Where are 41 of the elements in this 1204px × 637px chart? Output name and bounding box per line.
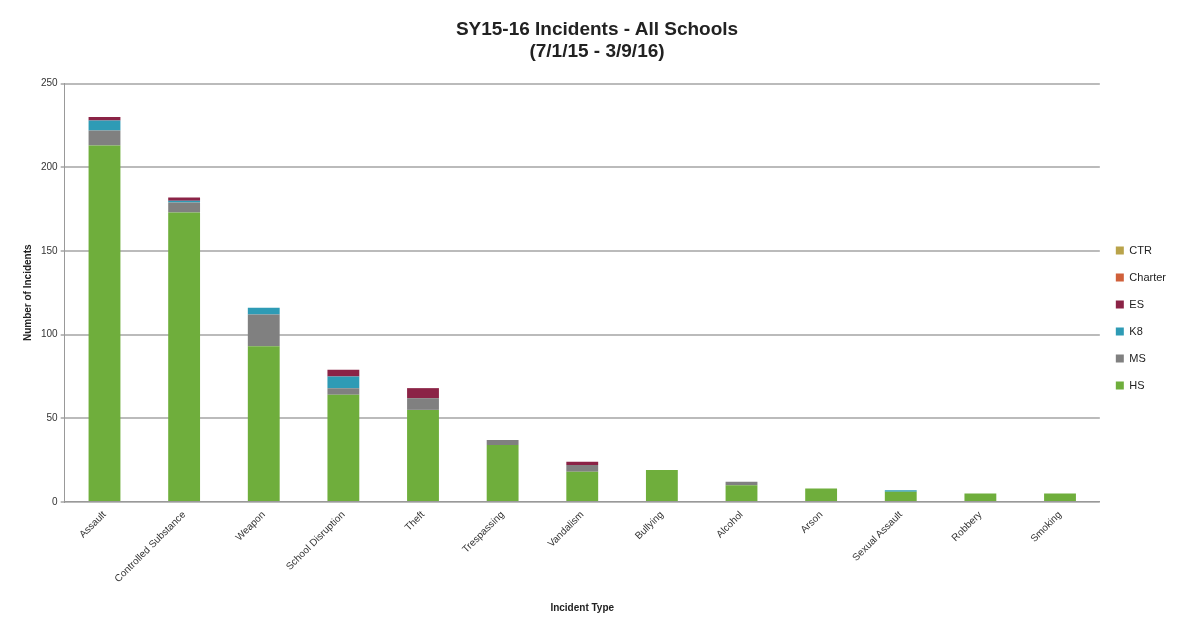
legend-label: Charter <box>1129 270 1167 283</box>
bar <box>884 491 917 501</box>
bar <box>88 130 121 146</box>
bar <box>407 388 439 399</box>
bar <box>725 485 758 501</box>
bar <box>566 471 599 501</box>
bar <box>327 388 360 395</box>
bar <box>247 346 280 501</box>
legend-label: CTR <box>1129 243 1152 256</box>
y-tick-label: 100 <box>41 328 59 340</box>
bar <box>247 307 280 315</box>
y-tick-label: 50 <box>46 411 59 423</box>
legend-label: HS <box>1129 378 1145 391</box>
bar <box>805 488 838 501</box>
legend-label: K8 <box>1129 324 1143 337</box>
bar <box>168 202 201 213</box>
bar <box>964 493 997 501</box>
legend-label: ES <box>1129 297 1145 310</box>
bar <box>645 470 678 501</box>
bar <box>88 145 121 501</box>
bar <box>1044 493 1076 501</box>
y-tick-label: 200 <box>41 161 59 173</box>
bar <box>327 376 360 389</box>
bar <box>88 120 121 131</box>
bar <box>327 369 360 377</box>
y-axis-title: Number of Incidents <box>21 243 33 342</box>
bar <box>168 212 201 501</box>
bar <box>247 314 280 347</box>
y-tick-label: 0 <box>52 495 59 507</box>
bar <box>566 461 599 466</box>
bar <box>566 465 599 472</box>
bar <box>407 409 439 501</box>
bar <box>327 394 360 501</box>
bar <box>407 398 439 410</box>
x-axis-title: Incident Type <box>550 601 615 613</box>
y-tick-label: 250 <box>41 77 59 89</box>
legend-label: MS <box>1129 351 1146 364</box>
bar <box>486 440 519 446</box>
y-tick-label: 150 <box>41 244 59 256</box>
chart-title: SY15-16 Incidents - All Schools (7/1/15 - 3/9/16) <box>455 17 739 62</box>
bar <box>486 445 519 501</box>
